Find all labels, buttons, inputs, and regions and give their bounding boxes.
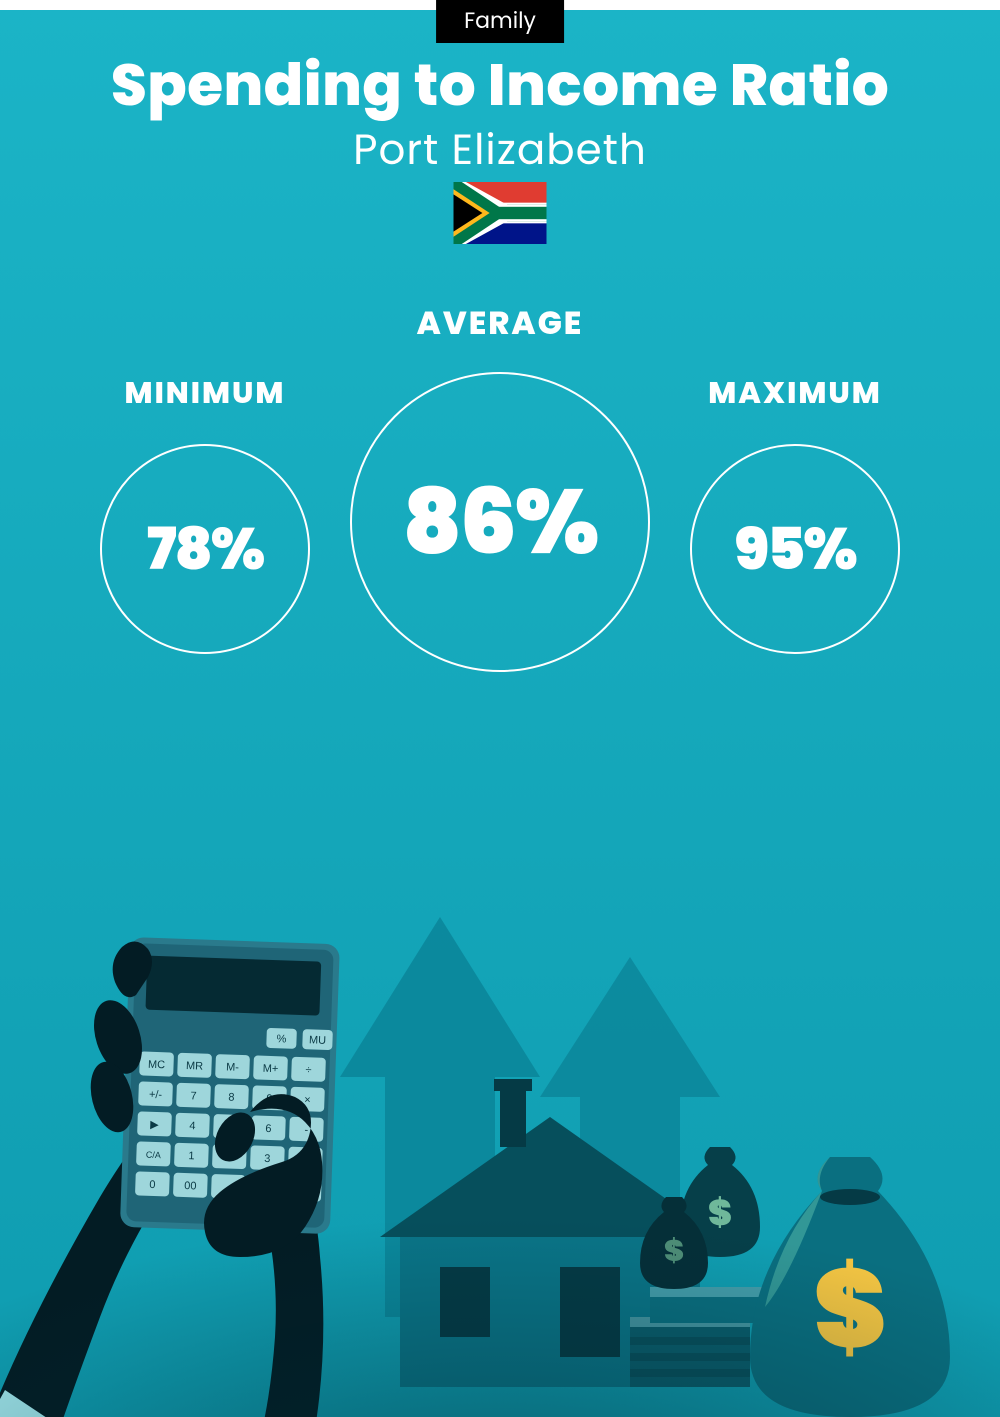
svg-text:%: % (276, 1033, 286, 1045)
svg-text:M-: M- (226, 1061, 240, 1073)
stat-value-average: 86% (403, 454, 598, 590)
cash-stacks-icon (630, 1287, 770, 1387)
svg-text:MR: MR (186, 1060, 204, 1073)
stat-label-average: AVERAGE (417, 300, 584, 348)
house-icon (380, 1079, 720, 1387)
money-bag-small-icon: $ (640, 1197, 708, 1289)
svg-text:8: 8 (228, 1092, 235, 1104)
stat-circle-minimum: 78% (100, 444, 310, 654)
svg-text:+: + (301, 1170, 308, 1182)
stat-value-minimum: 78% (147, 506, 263, 593)
stat-circle-maximum: 95% (690, 444, 900, 654)
svg-text:C/A: C/A (146, 1150, 161, 1161)
svg-text:MC: MC (148, 1059, 166, 1072)
svg-text:+/-: +/- (149, 1089, 163, 1101)
svg-text:5: 5 (227, 1122, 234, 1134)
money-bag-small-icon: $ (680, 1147, 760, 1257)
stat-label-minimum: MINIMUM (125, 370, 286, 416)
stat-circle-average: 86% (350, 372, 650, 672)
stat-minimum: MINIMUM 78% (100, 370, 310, 654)
illustration: $ $ $ (0, 797, 1000, 1417)
svg-text:00: 00 (184, 1180, 197, 1192)
svg-text:$: $ (664, 1229, 684, 1272)
svg-text:-: - (304, 1124, 308, 1136)
svg-text:4: 4 (189, 1120, 196, 1132)
arrow-icon (340, 917, 540, 1317)
vignette (0, 917, 1000, 1417)
svg-text:3: 3 (264, 1153, 271, 1165)
svg-text:$: $ (813, 1231, 886, 1386)
svg-text:▶: ▶ (150, 1119, 159, 1131)
stat-value-maximum: 95% (734, 506, 855, 593)
stat-average: AVERAGE 86% (350, 300, 650, 672)
svg-text:MU: MU (309, 1034, 327, 1047)
svg-text:1: 1 (188, 1150, 195, 1162)
svg-text:.: . (227, 1182, 230, 1194)
page-title: Spending to Income Ratio (0, 42, 1000, 129)
stat-maximum: MAXIMUM 95% (690, 370, 900, 654)
arrow-icon (540, 957, 720, 1317)
stats-row: MINIMUM 78% AVERAGE 86% MAXIMUM 95% (0, 300, 1000, 672)
svg-text:=: = (263, 1183, 270, 1195)
svg-text:÷: ÷ (305, 1064, 311, 1076)
svg-text:7: 7 (190, 1090, 197, 1102)
south-africa-flag-icon (453, 182, 547, 244)
svg-text:M+: M+ (262, 1063, 278, 1076)
stat-label-maximum: MAXIMUM (708, 370, 882, 416)
svg-text:×: × (304, 1094, 311, 1106)
category-badge: Family (436, 0, 564, 43)
svg-text:6: 6 (265, 1123, 272, 1135)
money-bag-large-icon: $ (750, 1157, 950, 1417)
svg-text:0: 0 (149, 1179, 156, 1191)
subtitle: Port Elizabeth (0, 118, 1000, 181)
hands-calculator-icon: % MU MC MR M- M+ ÷ +/- 7 8 (0, 937, 340, 1417)
svg-text:9: 9 (266, 1093, 273, 1105)
svg-text:$: $ (708, 1187, 732, 1238)
svg-text:2: 2 (226, 1151, 233, 1163)
badge-text: Family (464, 5, 536, 36)
